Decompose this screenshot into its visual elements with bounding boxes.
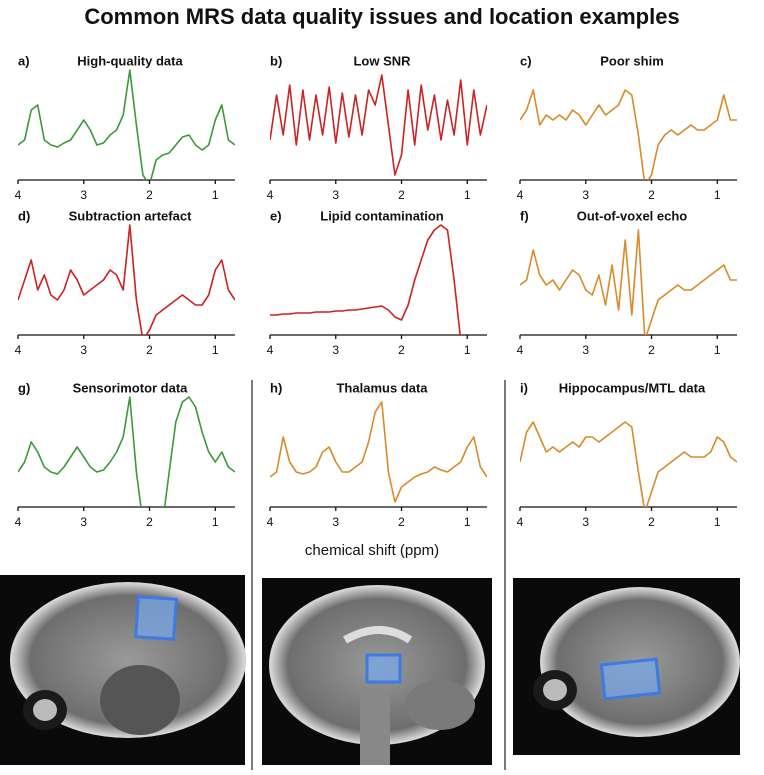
x-tick-label: 3 bbox=[582, 515, 589, 529]
x-tick-label: 1 bbox=[212, 515, 219, 529]
spectrum bbox=[520, 229, 737, 335]
mri-thalamus bbox=[262, 578, 492, 765]
x-tick-label: 3 bbox=[80, 515, 87, 529]
x-tick-label: 3 bbox=[332, 515, 339, 529]
x-tick-label: 3 bbox=[332, 188, 339, 202]
x-tick-label: 1 bbox=[714, 343, 721, 357]
x-tick-label: 3 bbox=[582, 343, 589, 357]
panel-title: Low SNR bbox=[353, 53, 411, 68]
panel-letter: c) bbox=[520, 53, 532, 68]
x-tick-label: 2 bbox=[398, 343, 405, 357]
panel-title: Subtraction artefact bbox=[69, 208, 192, 223]
x-tick-label: 4 bbox=[517, 188, 524, 202]
x-tick-label: 4 bbox=[517, 515, 524, 529]
panel-letter: d) bbox=[18, 208, 30, 223]
x-tick-label: 2 bbox=[146, 343, 153, 357]
mri-hippocampus bbox=[513, 578, 740, 755]
panel-title: Sensorimotor data bbox=[73, 380, 189, 395]
x-tick-label: 4 bbox=[267, 188, 274, 202]
panel-letter: h) bbox=[270, 380, 282, 395]
x-tick-label: 2 bbox=[146, 188, 153, 202]
spectrum bbox=[270, 401, 487, 503]
x-tick-label: 4 bbox=[267, 343, 274, 357]
panel-letter: f) bbox=[520, 208, 529, 223]
x-tick-label: 1 bbox=[464, 515, 471, 529]
panel-letter: g) bbox=[18, 380, 30, 395]
panel-letter: b) bbox=[270, 53, 282, 68]
x-tick-label: 4 bbox=[517, 343, 524, 357]
x-tick-label: 1 bbox=[212, 188, 219, 202]
x-tick-label: 2 bbox=[648, 343, 655, 357]
x-tick-label: 2 bbox=[146, 515, 153, 529]
x-tick-label: 1 bbox=[714, 515, 721, 529]
figure-title: Common MRS data quality issues and locat… bbox=[84, 4, 679, 29]
x-tick-label: 1 bbox=[464, 188, 471, 202]
x-tick-label: 4 bbox=[267, 515, 274, 529]
spectrum bbox=[270, 74, 487, 176]
x-tick-label: 3 bbox=[332, 343, 339, 357]
spectrum bbox=[520, 89, 737, 180]
spectrum bbox=[18, 224, 235, 335]
x-tick-label: 4 bbox=[15, 515, 22, 529]
panel-title: Lipid contamination bbox=[320, 208, 444, 223]
x-tick-label: 2 bbox=[648, 515, 655, 529]
x-tick-label: 1 bbox=[714, 188, 721, 202]
spectrum bbox=[270, 224, 461, 335]
x-tick-label: 2 bbox=[398, 188, 405, 202]
x-tick-label: 3 bbox=[80, 343, 87, 357]
panel-letter: a) bbox=[18, 53, 30, 68]
x-axis-label: chemical shift (ppm) bbox=[305, 542, 439, 559]
x-tick-label: 4 bbox=[15, 343, 22, 357]
panel-title: High-quality data bbox=[77, 53, 183, 68]
panel-title: Poor shim bbox=[600, 53, 664, 68]
spectrum bbox=[18, 396, 235, 507]
x-tick-label: 1 bbox=[212, 343, 219, 357]
x-tick-label: 2 bbox=[648, 188, 655, 202]
panel-title: Thalamus data bbox=[336, 380, 428, 395]
x-tick-label: 3 bbox=[80, 188, 87, 202]
panel-title: Out-of-voxel echo bbox=[577, 208, 688, 223]
panel-title: Hippocampus/MTL data bbox=[559, 380, 706, 395]
x-tick-label: 1 bbox=[464, 343, 471, 357]
x-tick-label: 4 bbox=[15, 188, 22, 202]
panel-letter: e) bbox=[270, 208, 282, 223]
x-tick-label: 3 bbox=[582, 188, 589, 202]
x-tick-label: 2 bbox=[398, 515, 405, 529]
spectrum bbox=[18, 69, 235, 180]
spectrum bbox=[520, 421, 737, 507]
panel-letter: i) bbox=[520, 380, 528, 395]
mri-sensorimotor bbox=[0, 575, 246, 765]
